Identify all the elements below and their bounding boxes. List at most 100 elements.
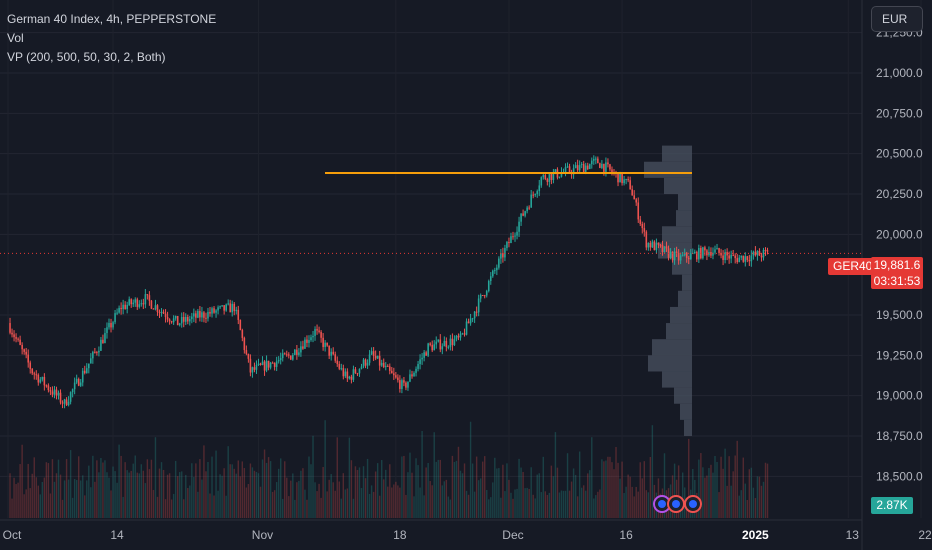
candle-body xyxy=(597,158,599,164)
volume-bar xyxy=(591,437,593,518)
volume-bar xyxy=(86,480,88,518)
candle xyxy=(19,335,21,346)
candle-body xyxy=(140,303,143,305)
volume-bar xyxy=(277,468,280,518)
volume-bar xyxy=(55,473,58,518)
candle xyxy=(67,396,70,407)
candle xyxy=(728,251,730,264)
legend-volume-profile[interactable]: VP (200, 500, 50, 30, 2, Both) xyxy=(7,50,166,64)
volume-bar xyxy=(114,471,116,518)
candle xyxy=(506,240,508,251)
volume-bar xyxy=(732,471,734,518)
volume-bar xyxy=(734,455,736,518)
candle xyxy=(197,308,199,319)
candle-body xyxy=(37,374,40,383)
legend-volume[interactable]: Vol xyxy=(7,31,24,45)
candle xyxy=(249,354,252,377)
candle-body xyxy=(376,355,379,359)
volume-bar xyxy=(221,475,223,518)
candle-body xyxy=(702,247,704,259)
volume-bar xyxy=(609,456,611,518)
volume-bar xyxy=(417,465,419,518)
volume-bar xyxy=(65,459,68,518)
candle-body xyxy=(360,366,363,369)
candle xyxy=(144,289,147,309)
candle-body xyxy=(455,335,458,340)
candle-body xyxy=(429,343,431,345)
volume-bar xyxy=(90,487,92,518)
volume-bar xyxy=(383,479,385,518)
volume-bar xyxy=(9,473,11,518)
candle-body xyxy=(524,211,526,216)
volume-bar xyxy=(498,468,500,518)
volume-bar xyxy=(336,437,338,518)
volume-bar xyxy=(352,498,355,518)
candle xyxy=(401,378,403,394)
volume-bar xyxy=(63,480,66,518)
currency-button[interactable]: EUR xyxy=(871,6,923,32)
candle xyxy=(332,347,335,356)
volume-bar xyxy=(69,450,72,518)
candle xyxy=(302,340,304,350)
candle xyxy=(463,328,466,337)
candle xyxy=(498,256,500,270)
candle-body xyxy=(174,315,177,319)
candle xyxy=(63,398,66,409)
volume-bar xyxy=(633,496,635,518)
volume-bar xyxy=(13,477,15,518)
candle-body xyxy=(756,251,759,256)
candle xyxy=(481,295,484,297)
volume-bar xyxy=(328,479,330,518)
volume-profile-row xyxy=(684,419,692,436)
candle xyxy=(568,163,571,174)
volume-bar xyxy=(53,481,56,518)
candle-body xyxy=(328,345,330,356)
candle-body xyxy=(625,178,627,180)
price-tick-label: 19,250.0 xyxy=(876,348,923,362)
candle xyxy=(61,400,64,409)
volume-bar xyxy=(556,467,559,518)
candle xyxy=(90,353,92,364)
volume-bar xyxy=(534,498,536,518)
candle-body xyxy=(734,255,736,259)
volume-bar xyxy=(613,469,615,518)
candle xyxy=(461,332,464,335)
volume-bar xyxy=(19,464,21,518)
volume-bar xyxy=(482,461,484,518)
volume-bar xyxy=(332,482,334,518)
candle-body xyxy=(407,381,409,388)
candle xyxy=(706,249,708,261)
candle-body xyxy=(633,195,635,200)
candle-body xyxy=(621,172,623,184)
candle-body xyxy=(720,252,722,256)
candle-body xyxy=(623,179,625,184)
candle xyxy=(449,334,452,351)
candle-body xyxy=(764,249,767,251)
candle xyxy=(696,250,698,263)
candle-body xyxy=(106,327,108,334)
volume-bar xyxy=(110,490,112,518)
candle xyxy=(536,189,539,198)
volume-bar xyxy=(716,461,718,518)
candle xyxy=(96,350,98,356)
candle-body xyxy=(150,300,153,309)
candle xyxy=(148,291,151,306)
volume-bar xyxy=(112,466,114,518)
volume-bar xyxy=(286,477,288,518)
candle-body xyxy=(473,311,476,319)
candle-body xyxy=(687,257,690,260)
volume-bar xyxy=(94,481,96,518)
candle xyxy=(762,247,765,261)
candle-body xyxy=(590,160,593,165)
candle-body xyxy=(760,255,763,258)
volume-bar xyxy=(185,474,187,518)
legend-symbol[interactable]: German 40 Index, 4h, PEPPERSTONE xyxy=(7,12,217,26)
candle-body xyxy=(33,373,36,375)
candle-body xyxy=(168,319,171,322)
volume-bar xyxy=(457,446,460,518)
volume-profile-row xyxy=(652,339,692,356)
time-tick-label: 18 xyxy=(393,528,407,542)
candle-body xyxy=(348,376,351,379)
candle-body xyxy=(679,255,682,261)
